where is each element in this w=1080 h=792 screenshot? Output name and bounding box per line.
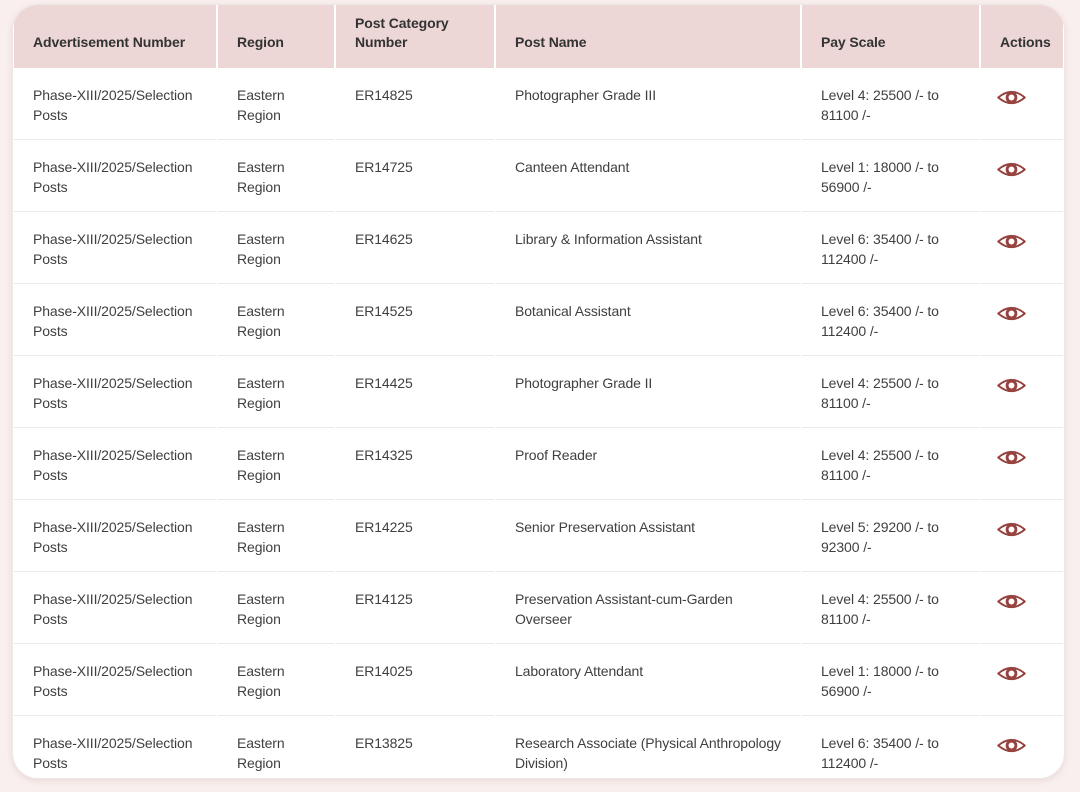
table-row: Phase-XIII/2025/Selection Posts Eastern … [14,644,1063,716]
table-row: Phase-XIII/2025/Selection Posts Eastern … [14,716,1063,778]
table-header-row: Advertisement Number Region Post Categor… [14,5,1063,68]
view-details-button[interactable] [991,728,1031,762]
cell-post-name: Proof Reader [496,428,800,500]
cell-pay-scale: Level 4: 25500 /- to 81100 /- [802,428,979,500]
cell-advertisement-number: Phase-XIII/2025/Selection Posts [14,500,216,572]
cell-region: Eastern Region [218,572,334,644]
cell-advertisement-number: Phase-XIII/2025/Selection Posts [14,68,216,140]
cell-post-category-number: ER14625 [336,212,494,284]
cell-region: Eastern Region [218,140,334,212]
view-details-button[interactable] [991,512,1031,546]
cell-post-name: Library & Information Assistant [496,212,800,284]
cell-actions [981,500,1063,572]
posts-table-card: Advertisement Number Region Post Categor… [12,4,1065,779]
table-row: Phase-XIII/2025/Selection Posts Eastern … [14,212,1063,284]
view-details-button[interactable] [991,152,1031,186]
table-row: Phase-XIII/2025/Selection Posts Eastern … [14,140,1063,212]
cell-post-name: Botanical Assistant [496,284,800,356]
table-row: Phase-XIII/2025/Selection Posts Eastern … [14,572,1063,644]
cell-pay-scale: Level 1: 18000 /- to 56900 /- [802,644,979,716]
table-row: Phase-XIII/2025/Selection Posts Eastern … [14,428,1063,500]
cell-region: Eastern Region [218,500,334,572]
cell-post-name: Canteen Attendant [496,140,800,212]
eye-icon [996,733,1027,758]
cell-pay-scale: Level 5: 29200 /- to 92300 /- [802,500,979,572]
view-details-button[interactable] [991,440,1031,474]
cell-region: Eastern Region [218,212,334,284]
cell-advertisement-number: Phase-XIII/2025/Selection Posts [14,212,216,284]
cell-advertisement-number: Phase-XIII/2025/Selection Posts [14,644,216,716]
cell-actions [981,644,1063,716]
cell-post-name: Photographer Grade III [496,68,800,140]
table-row: Phase-XIII/2025/Selection Posts Eastern … [14,500,1063,572]
cell-advertisement-number: Phase-XIII/2025/Selection Posts [14,284,216,356]
table-row: Phase-XIII/2025/Selection Posts Eastern … [14,356,1063,428]
view-details-button[interactable] [991,584,1031,618]
eye-icon [996,157,1027,182]
table-row: Phase-XIII/2025/Selection Posts Eastern … [14,284,1063,356]
cell-post-category-number: ER14025 [336,644,494,716]
cell-pay-scale: Level 6: 35400 /- to 112400 /- [802,716,979,778]
cell-actions [981,284,1063,356]
cell-pay-scale: Level 6: 35400 /- to 112400 /- [802,212,979,284]
cell-pay-scale: Level 4: 25500 /- to 81100 /- [802,68,979,140]
cell-region: Eastern Region [218,284,334,356]
view-details-button[interactable] [991,224,1031,258]
cell-post-name: Photographer Grade II [496,356,800,428]
cell-region: Eastern Region [218,68,334,140]
cell-actions [981,428,1063,500]
cell-advertisement-number: Phase-XIII/2025/Selection Posts [14,428,216,500]
eye-icon [996,661,1027,686]
cell-post-name: Research Associate (Physical Anthropolog… [496,716,800,778]
cell-region: Eastern Region [218,428,334,500]
view-details-button[interactable] [991,656,1031,690]
col-header-post-name: Post Name [496,5,800,68]
cell-actions [981,356,1063,428]
eye-icon [996,517,1027,542]
cell-region: Eastern Region [218,716,334,778]
cell-post-category-number: ER14425 [336,356,494,428]
cell-advertisement-number: Phase-XIII/2025/Selection Posts [14,140,216,212]
cell-pay-scale: Level 6: 35400 /- to 112400 /- [802,284,979,356]
table-row: Phase-XIII/2025/Selection Posts Eastern … [14,68,1063,140]
col-header-pay-scale: Pay Scale [802,5,979,68]
cell-post-category-number: ER14125 [336,572,494,644]
cell-actions [981,572,1063,644]
cell-actions [981,716,1063,778]
cell-post-name: Preservation Assistant-cum-Garden Overse… [496,572,800,644]
col-header-actions: Actions [981,5,1063,68]
cell-region: Eastern Region [218,356,334,428]
col-header-region: Region [218,5,334,68]
eye-icon [996,589,1027,614]
cell-post-category-number: ER14325 [336,428,494,500]
cell-pay-scale: Level 1: 18000 /- to 56900 /- [802,140,979,212]
eye-icon [996,373,1027,398]
cell-post-name: Senior Preservation Assistant [496,500,800,572]
eye-icon [996,301,1027,326]
cell-advertisement-number: Phase-XIII/2025/Selection Posts [14,716,216,778]
view-details-button[interactable] [991,296,1031,330]
eye-icon [996,445,1027,470]
cell-actions [981,68,1063,140]
cell-post-category-number: ER13825 [336,716,494,778]
col-header-advertisement-number: Advertisement Number [14,5,216,68]
cell-post-category-number: ER14725 [336,140,494,212]
col-header-post-category-number: Post Category Number [336,5,494,68]
cell-advertisement-number: Phase-XIII/2025/Selection Posts [14,572,216,644]
cell-post-name: Laboratory Attendant [496,644,800,716]
cell-actions [981,212,1063,284]
cell-pay-scale: Level 4: 25500 /- to 81100 /- [802,356,979,428]
cell-region: Eastern Region [218,644,334,716]
cell-advertisement-number: Phase-XIII/2025/Selection Posts [14,356,216,428]
cell-actions [981,140,1063,212]
posts-table: Advertisement Number Region Post Categor… [13,5,1064,778]
cell-post-category-number: ER14525 [336,284,494,356]
cell-post-category-number: ER14825 [336,68,494,140]
view-details-button[interactable] [991,80,1031,114]
view-details-button[interactable] [991,368,1031,402]
cell-pay-scale: Level 4: 25500 /- to 81100 /- [802,572,979,644]
cell-post-category-number: ER14225 [336,500,494,572]
eye-icon [996,85,1027,110]
eye-icon [996,229,1027,254]
